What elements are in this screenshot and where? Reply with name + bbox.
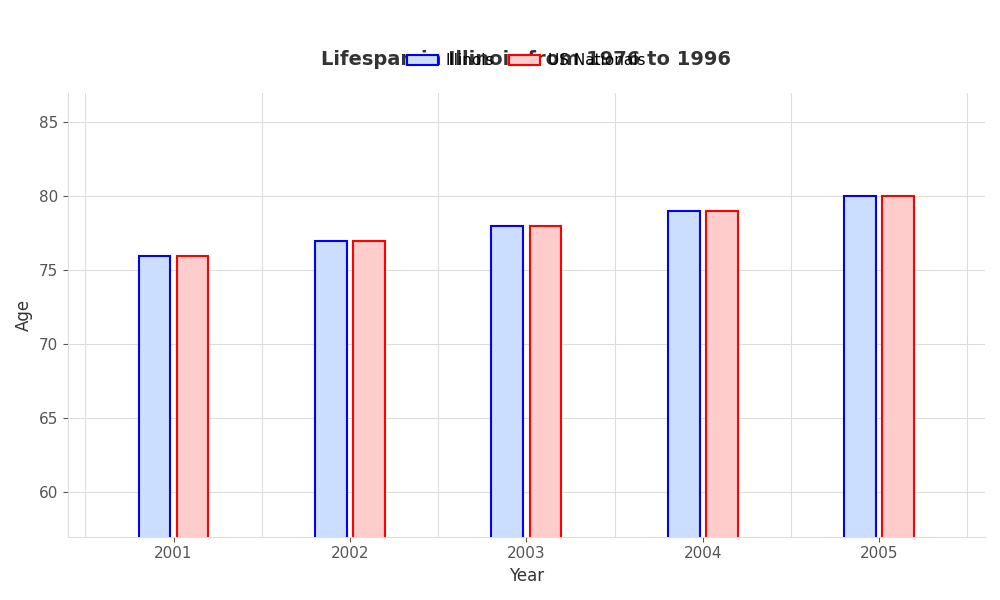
Y-axis label: Age: Age [15, 299, 33, 331]
Bar [668, 211, 700, 600]
Legend: Illinois, US Nationals: Illinois, US Nationals [401, 47, 651, 74]
Bar [139, 256, 170, 600]
Bar [177, 256, 208, 600]
Bar [353, 241, 385, 600]
Bar [844, 196, 876, 600]
Bar [530, 226, 561, 600]
Bar [491, 226, 523, 600]
Bar [706, 211, 738, 600]
X-axis label: Year: Year [509, 567, 544, 585]
Bar [882, 196, 914, 600]
Bar [315, 241, 347, 600]
Title: Lifespan in Illinois from 1976 to 1996: Lifespan in Illinois from 1976 to 1996 [321, 50, 731, 69]
